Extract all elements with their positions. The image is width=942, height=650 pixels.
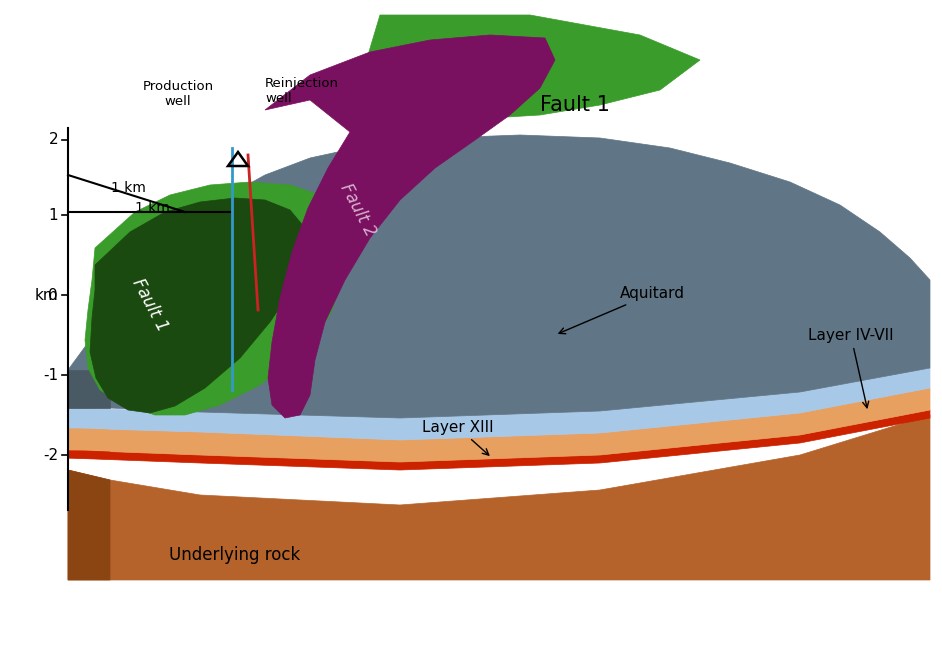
- Text: Fault 2: Fault 2: [336, 181, 380, 240]
- Text: 0: 0: [48, 287, 58, 302]
- Text: Aquitard: Aquitard: [559, 286, 685, 333]
- Text: km: km: [34, 287, 58, 302]
- Text: Fault 1: Fault 1: [129, 276, 171, 335]
- Text: Reinjection
well: Reinjection well: [265, 77, 339, 105]
- Text: Layer IV-VII: Layer IV-VII: [808, 328, 894, 408]
- Text: 2: 2: [48, 133, 58, 148]
- Polygon shape: [68, 415, 930, 580]
- Text: -2: -2: [43, 447, 58, 463]
- Polygon shape: [68, 135, 930, 418]
- Polygon shape: [68, 450, 110, 458]
- Polygon shape: [68, 428, 110, 450]
- Text: -1: -1: [43, 367, 58, 382]
- Polygon shape: [360, 15, 700, 118]
- Text: 1 km: 1 km: [135, 201, 170, 215]
- Text: Layer XIII: Layer XIII: [422, 420, 494, 455]
- Text: 1: 1: [48, 207, 58, 222]
- Text: 1 km: 1 km: [110, 181, 145, 195]
- Polygon shape: [68, 470, 110, 580]
- Polygon shape: [85, 182, 350, 415]
- Polygon shape: [68, 408, 110, 428]
- Text: Fault 1: Fault 1: [540, 95, 609, 115]
- Polygon shape: [68, 410, 930, 470]
- Polygon shape: [68, 368, 930, 440]
- Polygon shape: [68, 370, 110, 408]
- Polygon shape: [265, 35, 555, 418]
- Text: Underlying rock: Underlying rock: [170, 546, 300, 564]
- Polygon shape: [68, 388, 930, 462]
- Text: Production
well: Production well: [142, 80, 214, 108]
- Polygon shape: [90, 198, 308, 413]
